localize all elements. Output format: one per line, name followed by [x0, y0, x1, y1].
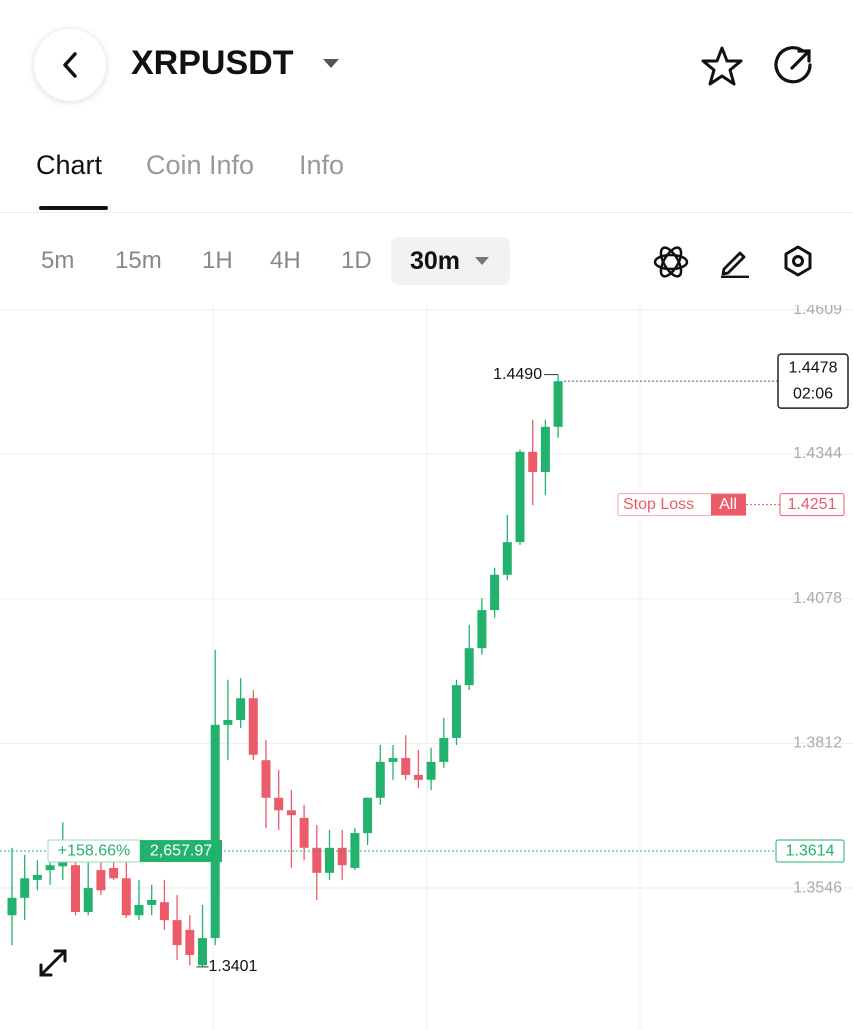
- candle-body: [185, 929, 195, 955]
- back-icon: [63, 52, 77, 78]
- candle-body: [540, 426, 550, 472]
- current-price-box: [777, 353, 849, 409]
- stop-loss-label[interactable]: Stop Loss: [623, 496, 694, 513]
- candle-body: [20, 878, 30, 898]
- position-price-box: [775, 839, 845, 863]
- candle-body: [426, 761, 436, 780]
- tab[interactable]: Coin Info: [146, 150, 255, 180]
- interval[interactable]: 15m: [115, 247, 162, 274]
- candle-body: [58, 861, 68, 867]
- indicator-icon[interactable]: [652, 243, 690, 281]
- y-tick-label: 1.4609: [793, 305, 842, 318]
- candle-body: [121, 878, 131, 916]
- candle-body: [236, 698, 246, 720]
- divider: [0, 212, 853, 213]
- candle-body: [502, 542, 512, 575]
- stop-loss-price: 1.4251: [788, 496, 837, 513]
- interval[interactable]: 4H: [270, 247, 301, 274]
- interval-dropdown: [475, 257, 489, 265]
- candle-body: [363, 797, 373, 834]
- current-price: 1.4478: [789, 359, 838, 376]
- candle-body: [286, 810, 296, 816]
- high-label: 1.4490: [493, 366, 542, 383]
- tab[interactable]: Chart: [36, 150, 103, 180]
- stop-loss-price-box: [779, 493, 845, 517]
- candle-body: [109, 867, 119, 879]
- selected-interval: 30m: [410, 247, 461, 275]
- stop-loss-scope-bg: [711, 493, 746, 516]
- interval[interactable]: 1H: [202, 247, 233, 274]
- selected-interval-pill[interactable]: 30m: [391, 237, 510, 285]
- y-tick-label: 1.3812: [793, 735, 842, 752]
- back-button[interactable]: [34, 29, 106, 101]
- candle-body: [528, 451, 538, 472]
- settings-icon[interactable]: [781, 244, 815, 278]
- candle-body: [413, 774, 423, 780]
- tab[interactable]: Info: [299, 150, 345, 180]
- candle-body: [71, 865, 80, 912]
- candle-body: [515, 451, 525, 543]
- chart: 1.4609 1.4344 1.4078 1.3812 1.3546 1.4490 1.34…: [0, 305, 853, 1030]
- symbol-dropdown[interactable]: [322, 58, 340, 70]
- candle-body: [159, 902, 169, 921]
- candle-body: [337, 847, 347, 866]
- expand-icon[interactable]: [39, 949, 67, 977]
- candle-body: [388, 758, 398, 762]
- candle-body: [439, 737, 449, 762]
- candle-body: [172, 920, 182, 946]
- interval[interactable]: 1D: [341, 247, 372, 274]
- candle-body: [312, 847, 322, 873]
- candle-body: [147, 900, 157, 905]
- candle-body: [32, 874, 42, 880]
- candle-body: [464, 648, 474, 686]
- pnl: 2,657.97: [150, 842, 212, 859]
- candle-body: [375, 761, 385, 798]
- share-icon[interactable]: [773, 45, 815, 87]
- low-label: 1.3401: [209, 958, 258, 975]
- interval[interactable]: 5m: [41, 247, 75, 274]
- y-tick-label: 1.4344: [793, 445, 842, 462]
- candle-body: [45, 865, 55, 871]
- candle-body: [490, 574, 500, 611]
- candle-body: [248, 698, 258, 755]
- countdown: 02:06: [793, 385, 833, 402]
- draw-icon[interactable]: [718, 244, 752, 278]
- candle-body: [477, 610, 487, 649]
- pnl-box: [140, 840, 222, 863]
- candle-body: [401, 758, 411, 775]
- candle-body: [198, 938, 207, 966]
- active-tab-underline: [39, 206, 108, 210]
- candle-body: [325, 847, 334, 873]
- pnl-percent: +158.66%: [58, 842, 131, 859]
- candle-body: [350, 833, 360, 868]
- candle-body: [274, 797, 284, 811]
- candle-body: [261, 760, 271, 798]
- candle-body: [553, 381, 563, 427]
- candle-body: [96, 870, 106, 891]
- candle-body: [299, 817, 309, 848]
- candle-body: [83, 888, 93, 912]
- candle-body: [134, 904, 144, 916]
- y-tick-label: 1.3546: [793, 879, 842, 896]
- position-price: 1.3614: [786, 842, 835, 859]
- stop-loss-scope: All: [719, 496, 737, 513]
- candle-body: [210, 724, 220, 939]
- favorite-icon[interactable]: [700, 45, 744, 87]
- y-tick-label: 1.4078: [793, 590, 842, 607]
- symbol[interactable]: XRPUSDT: [131, 44, 294, 82]
- candle-body: [452, 685, 461, 738]
- candle-body: [223, 719, 233, 725]
- candle-body: [7, 897, 17, 916]
